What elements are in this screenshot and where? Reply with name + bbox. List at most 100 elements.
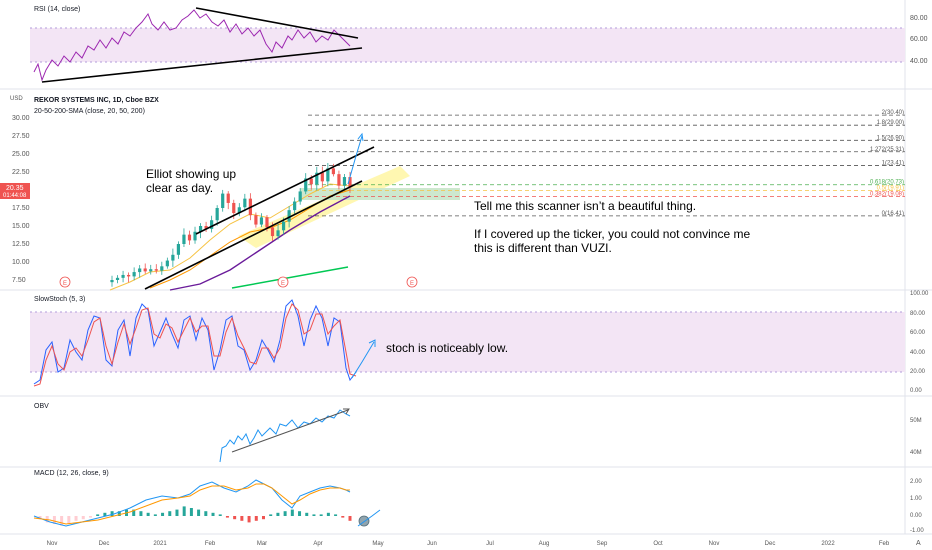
- candle-body: [265, 217, 269, 228]
- candle-body: [110, 280, 114, 283]
- stoch-ticks: 100.00 80.00 60.00 40.00 20.00 0.00: [910, 291, 929, 394]
- sma20-line: [109, 183, 351, 291]
- macd-bar: [153, 514, 157, 516]
- fib-zone-highlight: [300, 188, 460, 200]
- obv-pane[interactable]: OBV 50M 40M: [34, 403, 922, 463]
- candle-body: [287, 210, 291, 222]
- corner-label[interactable]: A: [916, 540, 921, 547]
- obv-ticks: 50M 40M: [910, 418, 922, 456]
- price-tick: 7.50: [12, 277, 26, 284]
- time-tick: Feb: [205, 541, 216, 547]
- obv-title: OBV: [34, 403, 49, 410]
- green-trend-line: [231, 266, 349, 289]
- candle-body: [326, 168, 330, 182]
- stoch-pane[interactable]: SlowStoch (5, 3) 100.00 80.00 60.00 40.0…: [30, 291, 929, 394]
- macd-ticks: 2.00 1.00 0.00 -1.00: [910, 479, 924, 534]
- macd-bar: [312, 514, 316, 516]
- price-tick: 12.50: [12, 241, 30, 248]
- candle-body: [138, 268, 142, 273]
- rsi-pane[interactable]: RSI (14, close) 80.00 60.00 40.00: [30, 6, 928, 83]
- channel-lower: [144, 180, 363, 290]
- fib-label: 2(30.40): [882, 110, 904, 116]
- fib-label: 0.5(19.91): [877, 186, 904, 192]
- price-tick: 22.50: [12, 169, 30, 176]
- earnings-marker: E: [281, 281, 285, 287]
- time-tick: Sep: [597, 541, 608, 547]
- macd-bar: [197, 509, 201, 516]
- macd-bar: [326, 512, 330, 516]
- candle-body: [243, 198, 247, 208]
- macd-bar: [88, 516, 92, 518]
- candle-body: [237, 207, 241, 214]
- macd-bar: [247, 516, 251, 523]
- price-pane[interactable]: USD REKOR SYSTEMS INC, 1D, Cboe BZX 20-5…: [0, 96, 905, 291]
- obv-trendline: [231, 409, 349, 453]
- stoch-tick: 20.00: [910, 369, 926, 375]
- rsi-tick: 40.00: [910, 58, 928, 65]
- fib-label: 1.8(29.00): [877, 120, 904, 126]
- time-tick: Dec: [99, 541, 110, 547]
- time-tick: Feb: [879, 541, 890, 547]
- projection-arrow: [347, 135, 363, 185]
- rsi-ticks: 80.00 60.00 40.00: [910, 15, 928, 65]
- macd-bar: [168, 511, 172, 516]
- time-tick: Oct: [653, 541, 663, 547]
- price-tick: 17.50: [12, 205, 30, 212]
- projection-arrowhead: [357, 132, 364, 142]
- macd-bar: [60, 516, 64, 526]
- sma200-line: [169, 195, 351, 291]
- macd-bar: [132, 509, 136, 516]
- candle-body: [182, 234, 186, 244]
- stoch-tick: 0.00: [910, 388, 922, 394]
- candle-body: [331, 168, 335, 175]
- macd-bar: [341, 516, 345, 518]
- macd-bar: [52, 516, 56, 524]
- macd-bar: [283, 511, 287, 516]
- fib-label: 1.5(26.90): [877, 135, 904, 141]
- stoch-projection-arrow: [351, 341, 375, 379]
- candle-body: [193, 231, 197, 241]
- candle-body: [187, 234, 192, 241]
- candle-body: [276, 230, 280, 237]
- macd-pane[interactable]: MACD (12, 26, close, 9) 2.00 1.00 0.00 -…: [33, 470, 924, 534]
- macd-bar: [290, 509, 294, 516]
- candle-body: [215, 208, 219, 221]
- macd-bar: [298, 511, 302, 516]
- candle-body: [143, 268, 147, 272]
- time-tick: Jun: [427, 541, 437, 547]
- channel-upper: [195, 146, 375, 235]
- sma-legend: 20-50-200-SMA (close, 20, 50, 200): [34, 108, 145, 115]
- time-tick: Mar: [257, 541, 267, 547]
- obv-trendline-arrowhead: [343, 408, 350, 415]
- candle-body: [171, 254, 175, 261]
- macd-tick: 0.00: [910, 513, 922, 519]
- stoch-k-line: [33, 299, 357, 385]
- stoch-tick: 40.00: [910, 350, 926, 356]
- time-tick: Jul: [486, 541, 494, 547]
- time-tick: Nov: [47, 541, 58, 547]
- rsi-band: [30, 28, 905, 62]
- macd-tick: 1.00: [910, 496, 922, 502]
- candle-body: [259, 217, 264, 225]
- stoch-tick: 100.00: [910, 291, 929, 297]
- macd-bar: [74, 516, 78, 521]
- candle-body: [293, 201, 297, 211]
- last-price-badge: [0, 183, 30, 199]
- earnings-markers[interactable]: E E E: [59, 276, 418, 288]
- candle-body: [304, 178, 308, 192]
- candle-body: [176, 244, 181, 255]
- rsi-trendline-lower: [41, 47, 363, 83]
- candle-body: [149, 269, 153, 272]
- candle-body: [210, 220, 214, 229]
- macd-title: MACD (12, 26, close, 9): [34, 470, 109, 477]
- currency-label: USD: [10, 96, 23, 102]
- macd-tick: -1.00: [910, 528, 924, 534]
- time-tick: 2022: [821, 541, 835, 547]
- pane-separators: [0, 0, 932, 535]
- price-tick: 25.00: [12, 151, 30, 158]
- candle-body: [348, 177, 352, 188]
- macd-bar: [218, 514, 222, 516]
- obv-tick: 40M: [910, 450, 922, 456]
- macd-bar: [225, 516, 229, 518]
